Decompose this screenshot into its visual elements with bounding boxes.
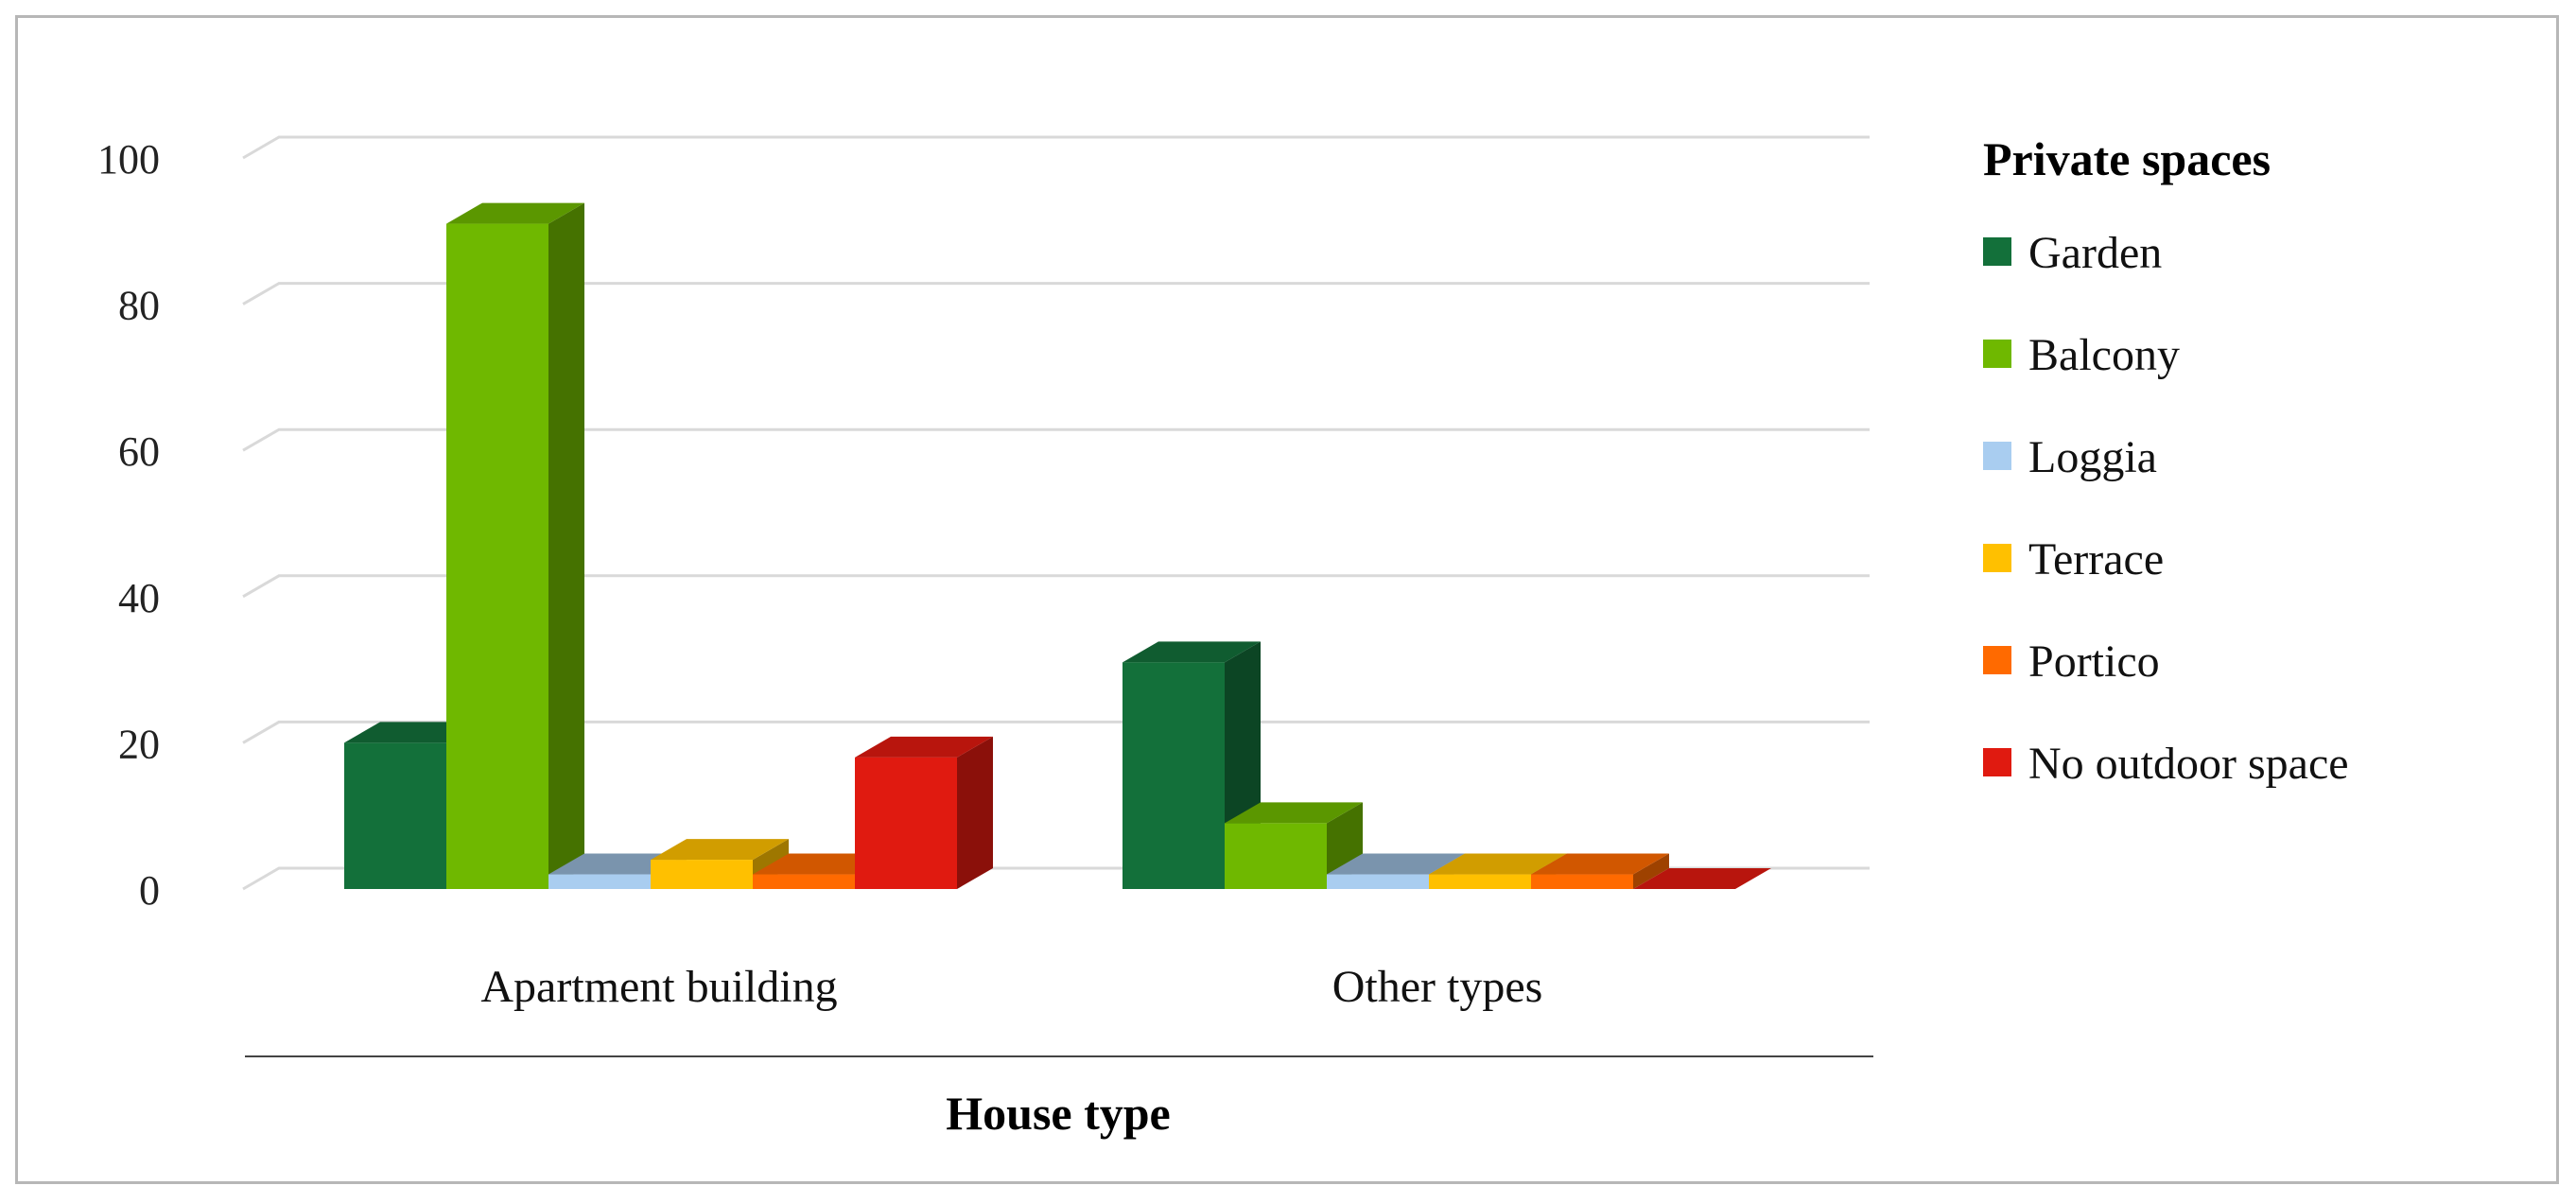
legend-swatch — [1983, 748, 2011, 776]
bar-front — [1225, 823, 1327, 889]
y-axis-ticks: 0 20 40 60 80 100 — [97, 136, 160, 914]
bar-top — [1531, 853, 1669, 875]
bar-front — [1123, 662, 1225, 889]
gridline — [242, 720, 1870, 744]
y-tick-label: 0 — [139, 867, 160, 914]
bar-front — [446, 223, 548, 889]
y-tick-label: 40 — [118, 575, 160, 621]
bar-front — [344, 742, 446, 889]
bar-side — [548, 202, 584, 889]
y-tick-label: 80 — [118, 283, 160, 329]
legend-swatch — [1983, 646, 2011, 674]
bar-balcony — [446, 202, 584, 889]
legend: Private spaces Garden Balcony Loggia Terrac… — [1983, 132, 2349, 789]
bar-side — [1633, 853, 1669, 889]
y-tick-label: 100 — [97, 136, 160, 183]
bar-front — [1429, 874, 1531, 889]
legend-label: Balcony — [2028, 330, 2180, 380]
bar-no-outdoor-space — [1633, 868, 1771, 889]
legend-swatch — [1983, 340, 2011, 368]
bar-front — [1531, 874, 1633, 889]
bar-top — [1123, 641, 1261, 663]
legend-label: Portico — [2028, 636, 2160, 687]
bar-top — [855, 736, 993, 758]
x-axis-categories: Apartment building Other types — [480, 962, 1542, 1012]
x-axis-title: House type — [946, 1087, 1171, 1140]
gridline — [242, 427, 1870, 452]
bar-top — [1225, 802, 1363, 824]
bar-no-outdoor-space — [855, 736, 993, 889]
bar-top — [1429, 853, 1567, 875]
bars — [344, 202, 1771, 889]
bar-top — [1327, 853, 1465, 875]
bar-front — [548, 874, 651, 889]
bar-terrace — [651, 839, 789, 889]
bar-front — [753, 874, 855, 889]
bar-portico — [1531, 853, 1669, 889]
bar-top — [1633, 868, 1771, 889]
y-tick-label: 60 — [118, 428, 160, 475]
legend-title: Private spaces — [1983, 132, 2271, 185]
x-category-label: Other types — [1332, 962, 1543, 1012]
gridline — [242, 282, 1870, 305]
bar-top — [651, 839, 789, 861]
bar-side — [957, 736, 993, 889]
legend-label: Loggia — [2028, 432, 2157, 482]
legend-label: Garden — [2028, 228, 2162, 278]
bar-chart: 0 20 40 60 80 100 Apartment building Other typ… — [97, 132, 2349, 1140]
bar-top — [446, 202, 584, 224]
gridline — [242, 574, 1870, 599]
y-tick-label: 20 — [118, 721, 160, 767]
legend-label: No outdoor space — [2028, 739, 2349, 789]
legend-swatch — [1983, 442, 2011, 470]
x-category-label: Apartment building — [480, 962, 837, 1012]
bar-front — [855, 757, 957, 889]
bar-front — [651, 860, 753, 889]
bar-front — [1327, 874, 1429, 889]
legend-label: Terrace — [2028, 534, 2164, 584]
legend-swatch — [1983, 544, 2011, 572]
chart-frame: 0 20 40 60 80 100 Apartment building Other typ… — [15, 15, 2559, 1184]
legend-swatch — [1983, 237, 2011, 266]
gridline — [242, 135, 1870, 160]
